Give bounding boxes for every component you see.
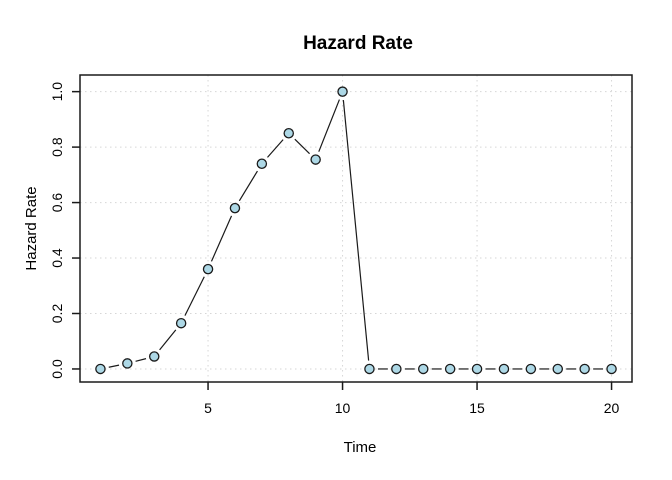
data-point: [310, 154, 321, 165]
x-axis-label: Time: [344, 439, 377, 456]
data-point: [364, 363, 375, 375]
chart-title: Hazard Rate: [303, 33, 413, 54]
data-point: [95, 363, 106, 375]
series-segment: [108, 364, 120, 368]
data-point: [525, 363, 537, 375]
y-axis-label: Hazard Rate: [23, 186, 40, 270]
series-segment: [318, 99, 340, 152]
data-point: [122, 358, 133, 369]
data-point: [471, 363, 483, 375]
x-tick-label: 5: [204, 400, 212, 416]
data-point: [391, 363, 402, 375]
series-segment: [210, 215, 233, 262]
data-point: [202, 263, 214, 275]
y-tick-label: 0.2: [49, 304, 65, 324]
data-point: [606, 363, 617, 375]
data-point: [229, 202, 241, 214]
y-tick-label: 0.0: [49, 359, 65, 379]
series-segment: [342, 100, 370, 361]
x-tick-label: 20: [604, 400, 620, 416]
y-tick-label: 0.8: [49, 137, 65, 157]
data-point: [283, 127, 294, 139]
series-segment: [135, 358, 147, 362]
data-point: [175, 317, 187, 329]
data-point: [148, 351, 160, 362]
y-tick-label: 0.6: [49, 193, 65, 213]
data-point: [256, 158, 268, 169]
plot-box: [79, 74, 633, 383]
series-segment: [238, 170, 258, 202]
data-point: [552, 363, 564, 375]
series-segment: [267, 139, 284, 158]
series-segment: [184, 276, 205, 316]
data-point: [579, 363, 590, 375]
data-point: [498, 363, 510, 375]
y-tick-label: 1.0: [49, 82, 65, 102]
series-segment: [159, 329, 177, 351]
x-tick-label: 15: [469, 400, 485, 416]
data-point: [418, 363, 429, 375]
series-segment: [294, 138, 310, 155]
data-point: [444, 363, 456, 375]
y-tick-label: 0.4: [49, 248, 65, 268]
data-point: [337, 86, 348, 97]
x-tick-label: 10: [335, 400, 351, 416]
